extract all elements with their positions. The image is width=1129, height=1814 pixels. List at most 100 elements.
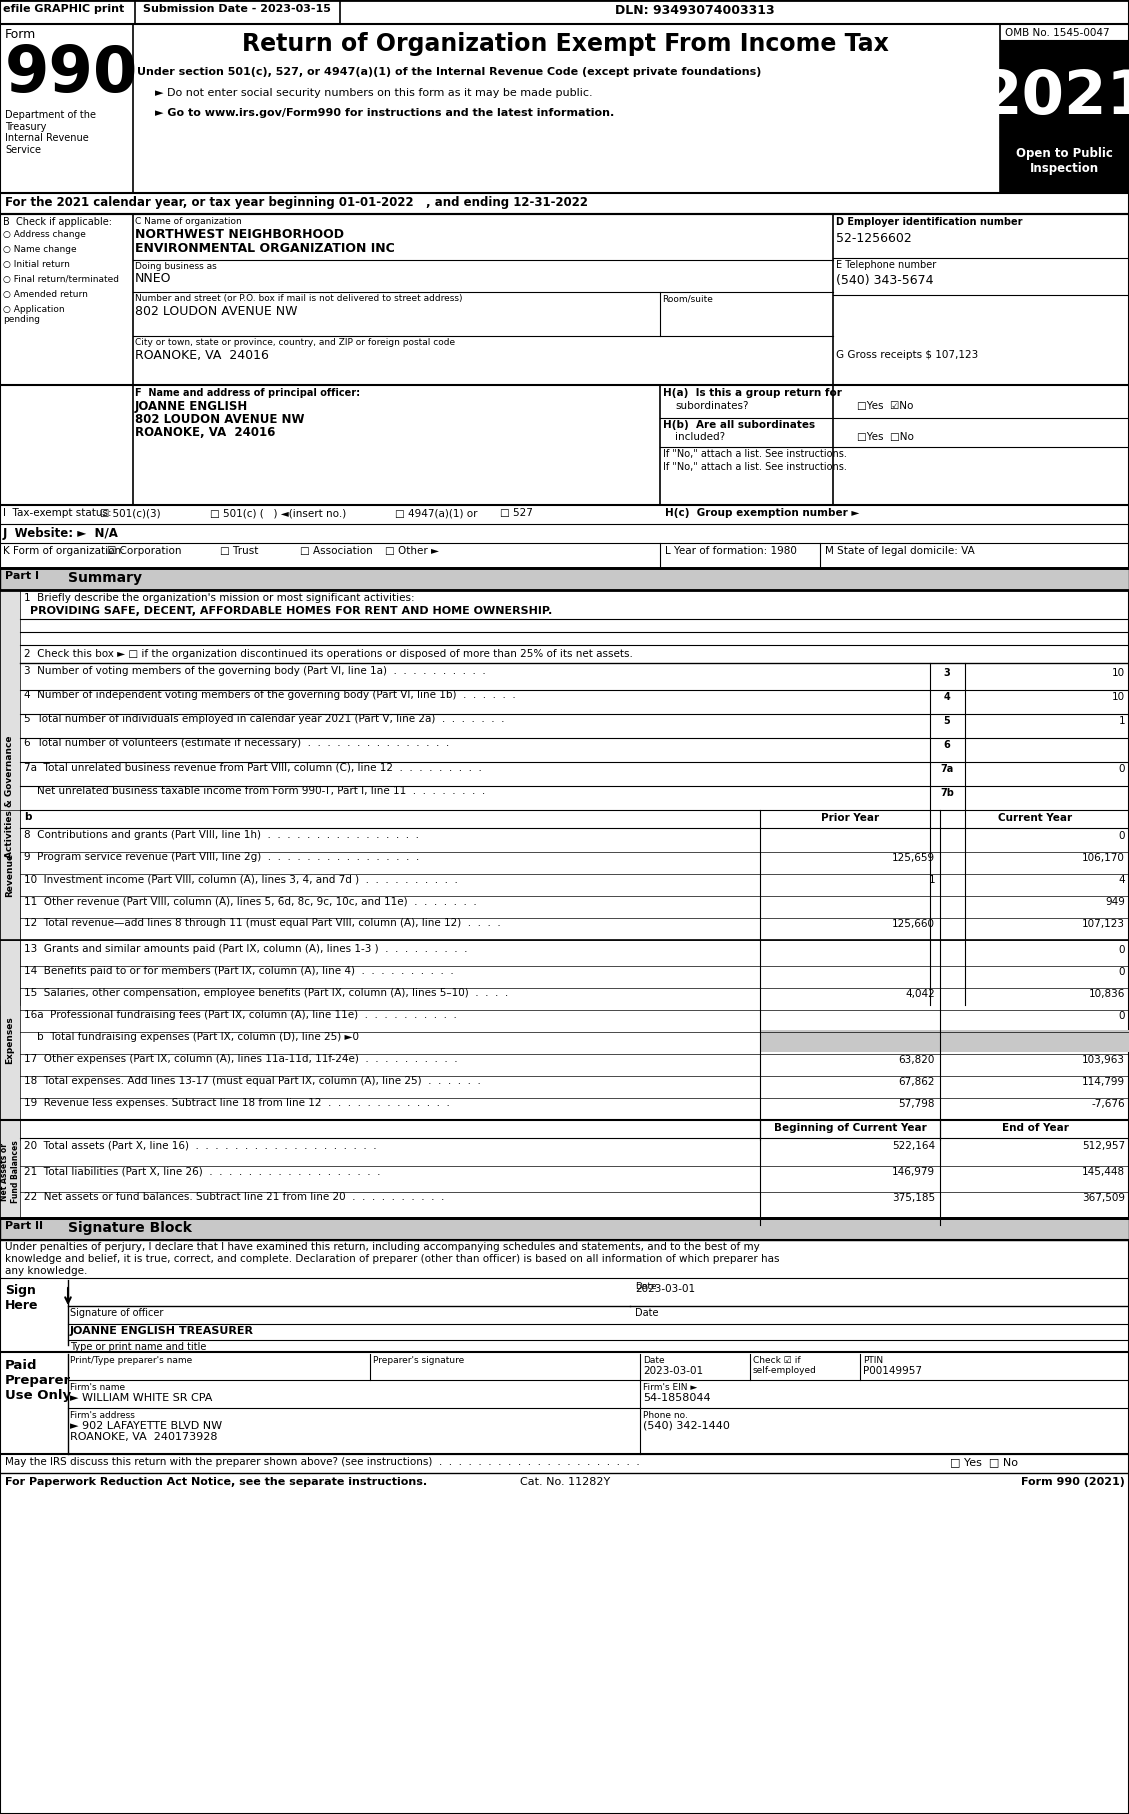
Text: 125,660: 125,660 xyxy=(892,920,935,929)
Text: 0: 0 xyxy=(1119,764,1124,775)
Text: Part II: Part II xyxy=(5,1221,43,1232)
Text: C Name of organization: C Name of organization xyxy=(135,218,242,227)
Text: Sign
Here: Sign Here xyxy=(5,1284,38,1312)
Text: JOANNE ENGLISH TREASURER: JOANNE ENGLISH TREASURER xyxy=(70,1326,254,1335)
Text: I  Tax-exempt status:: I Tax-exempt status: xyxy=(3,508,112,519)
Text: ☑ 501(c)(3): ☑ 501(c)(3) xyxy=(100,508,160,519)
Bar xyxy=(0,568,1129,590)
Text: 9  Program service revenue (Part VIII, line 2g)  .  .  .  .  .  .  .  .  .  .  .: 9 Program service revenue (Part VIII, li… xyxy=(24,853,419,862)
Bar xyxy=(0,940,20,1139)
Text: 2023-03-01: 2023-03-01 xyxy=(634,1284,695,1293)
Text: OMB No. 1545-0047: OMB No. 1545-0047 xyxy=(1005,27,1110,38)
Text: DLN: 93493074003313: DLN: 93493074003313 xyxy=(615,4,774,16)
Text: 512,957: 512,957 xyxy=(1082,1141,1124,1152)
Text: Signature of officer: Signature of officer xyxy=(70,1308,164,1319)
Text: ○ Application
pending: ○ Application pending xyxy=(3,305,64,325)
Text: Under penalties of perjury, I declare that I have examined this return, includin: Under penalties of perjury, I declare th… xyxy=(5,1243,760,1252)
Text: For the 2021 calendar year, or tax year beginning 01-01-2022   , and ending 12-3: For the 2021 calendar year, or tax year … xyxy=(5,196,588,209)
Text: □Yes  □No: □Yes □No xyxy=(857,432,913,443)
Text: □ 527: □ 527 xyxy=(500,508,533,519)
Text: D Employer identification number: D Employer identification number xyxy=(835,218,1023,227)
Text: 5: 5 xyxy=(944,717,951,726)
Text: 10: 10 xyxy=(1112,691,1124,702)
Text: If "No," attach a list. See instructions.: If "No," attach a list. See instructions… xyxy=(663,450,847,459)
Text: Beginning of Current Year: Beginning of Current Year xyxy=(773,1123,927,1134)
Text: Form 990 (2021): Form 990 (2021) xyxy=(1021,1477,1124,1487)
Text: 802 LOUDON AVENUE NW: 802 LOUDON AVENUE NW xyxy=(135,305,298,317)
Bar xyxy=(1000,138,1129,192)
Text: 6  Total number of volunteers (estimate if necessary)  .  .  .  .  .  .  .  .  .: 6 Total number of volunteers (estimate i… xyxy=(24,738,449,747)
Text: H(b)  Are all subordinates: H(b) Are all subordinates xyxy=(663,421,815,430)
Text: Net unrelated business taxable income from Form 990-T, Part I, line 11  .  .  . : Net unrelated business taxable income fr… xyxy=(24,785,485,796)
Text: Return of Organization Exempt From Income Tax: Return of Organization Exempt From Incom… xyxy=(242,33,889,56)
Text: (540) 343-5674: (540) 343-5674 xyxy=(835,274,934,287)
Text: 5  Total number of individuals employed in calendar year 2021 (Part V, line 2a) : 5 Total number of individuals employed i… xyxy=(24,715,505,724)
Text: Department of the
Treasury
Internal Revenue
Service: Department of the Treasury Internal Reve… xyxy=(5,111,96,154)
Text: ► 902 LAFAYETTE BLVD NW: ► 902 LAFAYETTE BLVD NW xyxy=(70,1420,222,1431)
Text: NNEO: NNEO xyxy=(135,272,172,285)
Text: 17  Other expenses (Part IX, column (A), lines 11a-11d, 11f-24e)  .  .  .  .  . : 17 Other expenses (Part IX, column (A), … xyxy=(24,1054,457,1065)
Text: 4: 4 xyxy=(944,691,951,702)
Text: 114,799: 114,799 xyxy=(1082,1078,1124,1087)
Text: Under section 501(c), 527, or 4947(a)(1) of the Internal Revenue Code (except pr: Under section 501(c), 527, or 4947(a)(1)… xyxy=(137,67,761,76)
Text: subordinates?: subordinates? xyxy=(675,401,749,412)
Text: Part I: Part I xyxy=(5,571,40,580)
Text: ENVIRONMENTAL ORGANIZATION INC: ENVIRONMENTAL ORGANIZATION INC xyxy=(135,241,395,256)
Text: H(a)  Is this a group return for: H(a) Is this a group return for xyxy=(663,388,842,397)
Text: Preparer's signature: Preparer's signature xyxy=(373,1357,464,1364)
Text: Summary: Summary xyxy=(68,571,142,584)
Text: ROANOKE, VA  24016: ROANOKE, VA 24016 xyxy=(135,426,275,439)
Text: Phone no.: Phone no. xyxy=(644,1411,688,1420)
Text: NORTHWEST NEIGHBORHOOD: NORTHWEST NEIGHBORHOOD xyxy=(135,229,344,241)
Text: 10: 10 xyxy=(1112,668,1124,678)
Text: Current Year: Current Year xyxy=(998,813,1073,824)
Text: b: b xyxy=(24,813,32,822)
Text: PROVIDING SAFE, DECENT, AFFORDABLE HOMES FOR RENT AND HOME OWNERSHIP.: PROVIDING SAFE, DECENT, AFFORDABLE HOMES… xyxy=(30,606,552,617)
Text: ○ Initial return: ○ Initial return xyxy=(3,259,70,268)
Text: K Form of organization:: K Form of organization: xyxy=(3,546,124,557)
Text: Cat. No. 11282Y: Cat. No. 11282Y xyxy=(519,1477,610,1487)
Text: Signature Block: Signature Block xyxy=(68,1221,192,1235)
Text: E Telephone number: E Telephone number xyxy=(835,259,936,270)
Text: 22  Net assets or fund balances. Subtract line 21 from line 20  .  .  .  .  .  .: 22 Net assets or fund balances. Subtract… xyxy=(24,1192,445,1203)
Text: 106,170: 106,170 xyxy=(1082,853,1124,863)
Bar xyxy=(760,1030,1129,1052)
Text: 522,164: 522,164 xyxy=(892,1141,935,1152)
Text: 4: 4 xyxy=(1119,874,1124,885)
Bar xyxy=(0,1119,20,1224)
Text: 13  Grants and similar amounts paid (Part IX, column (A), lines 1-3 )  .  .  .  : 13 Grants and similar amounts paid (Part… xyxy=(24,943,467,954)
Text: City or town, state or province, country, and ZIP or foreign postal code: City or town, state or province, country… xyxy=(135,337,455,346)
Text: 14  Benefits paid to or for members (Part IX, column (A), line 4)  .  .  .  .  .: 14 Benefits paid to or for members (Part… xyxy=(24,967,454,976)
Text: 1  Briefly describe the organization's mission or most significant activities:: 1 Briefly describe the organization's mi… xyxy=(24,593,414,602)
Text: 802 LOUDON AVENUE NW: 802 LOUDON AVENUE NW xyxy=(135,414,305,426)
Text: ○ Name change: ○ Name change xyxy=(3,245,77,254)
Text: H(c)  Group exemption number ►: H(c) Group exemption number ► xyxy=(665,508,859,519)
Bar xyxy=(0,1217,1129,1241)
Text: □ Trust: □ Trust xyxy=(220,546,259,557)
Text: 107,123: 107,123 xyxy=(1082,920,1124,929)
Text: □Yes  ☑No: □Yes ☑No xyxy=(857,401,913,412)
Text: □ Yes  □ No: □ Yes □ No xyxy=(949,1457,1018,1468)
Text: 367,509: 367,509 xyxy=(1082,1194,1124,1203)
Text: 7b: 7b xyxy=(940,787,954,798)
Text: Date: Date xyxy=(634,1282,657,1292)
Text: 2023-03-01: 2023-03-01 xyxy=(644,1366,703,1377)
Text: 67,862: 67,862 xyxy=(899,1078,935,1087)
Text: Date: Date xyxy=(644,1357,665,1364)
Text: 12  Total revenue—add lines 8 through 11 (must equal Part VIII, column (A), line: 12 Total revenue—add lines 8 through 11 … xyxy=(24,918,501,929)
Text: 949: 949 xyxy=(1105,896,1124,907)
Text: 10  Investment income (Part VIII, column (A), lines 3, 4, and 7d )  .  .  .  .  : 10 Investment income (Part VIII, column … xyxy=(24,874,458,883)
Text: -7,676: -7,676 xyxy=(1092,1099,1124,1108)
Text: L Year of formation: 1980: L Year of formation: 1980 xyxy=(665,546,797,557)
Text: Open to Public
Inspection: Open to Public Inspection xyxy=(1016,147,1112,174)
Text: ○ Address change: ○ Address change xyxy=(3,230,86,239)
Text: 63,820: 63,820 xyxy=(899,1056,935,1065)
Text: any knowledge.: any knowledge. xyxy=(5,1266,87,1275)
Text: P00149957: P00149957 xyxy=(863,1366,922,1377)
Text: 145,448: 145,448 xyxy=(1082,1166,1124,1177)
Text: 19  Revenue less expenses. Subtract line 18 from line 12  .  .  .  .  .  .  .  .: 19 Revenue less expenses. Subtract line … xyxy=(24,1097,449,1108)
Text: ○ Final return/terminated: ○ Final return/terminated xyxy=(3,276,119,285)
Text: JOANNE ENGLISH: JOANNE ENGLISH xyxy=(135,401,248,414)
Text: ROANOKE, VA  240173928: ROANOKE, VA 240173928 xyxy=(70,1431,218,1442)
Text: 7a: 7a xyxy=(940,764,954,775)
